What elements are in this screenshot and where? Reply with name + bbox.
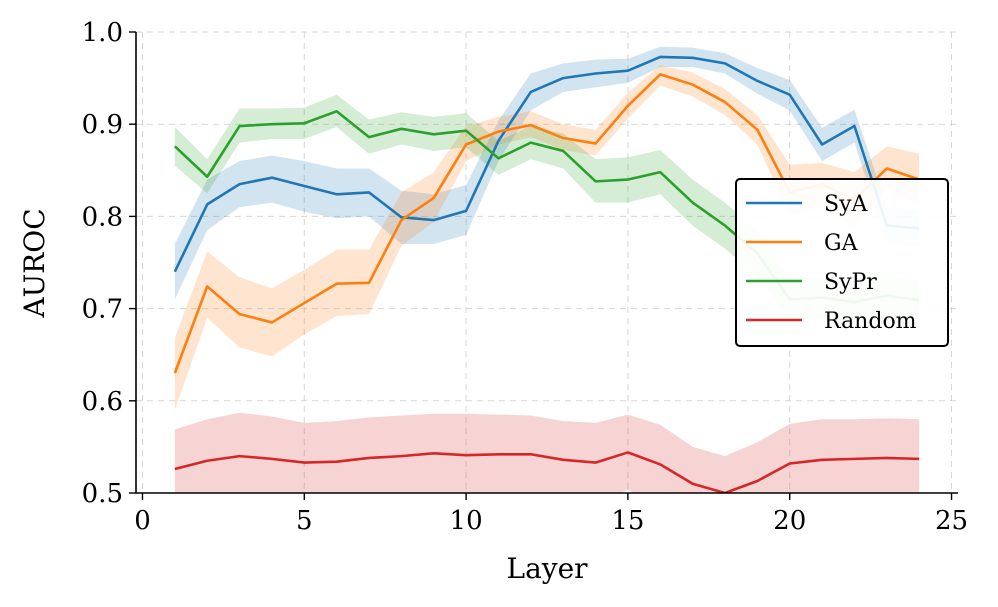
band-ga	[174, 65, 920, 411]
y-tick-label: 0.7	[82, 295, 123, 325]
x-tick-label: 10	[450, 506, 483, 536]
legend-label-sya: SyA	[824, 192, 869, 217]
band-random	[174, 412, 920, 493]
axes	[135, 32, 958, 494]
y-axis-label: AUROC	[18, 208, 51, 318]
y-tick-label: 0.8	[82, 202, 123, 232]
x-tick-label: 20	[773, 506, 806, 536]
x-tick-label: 15	[611, 506, 644, 536]
x-axis-label: Layer	[506, 552, 588, 585]
legend-box	[735, 178, 949, 347]
band-sya	[174, 46, 920, 300]
tick-labels: 0 5 10 15 20 25 0.5 0.6 0.7 0.8 0.9 1.0	[82, 18, 968, 536]
y-tick-label: 1.0	[82, 18, 123, 48]
legend-label-random: Random	[824, 309, 917, 334]
legend: SyA GA SyPr Random	[735, 178, 949, 347]
x-tick-label: 0	[134, 506, 151, 536]
y-tick-label: 0.6	[82, 387, 123, 417]
x-tick-label: 5	[296, 506, 313, 536]
x-tick-label: 25	[935, 506, 968, 536]
y-tick-label: 0.9	[82, 110, 123, 140]
line-random	[174, 451, 920, 493]
legend-label-ga: GA	[824, 231, 859, 256]
legend-label-sypr: SyPr	[824, 270, 877, 295]
line-sya	[173, 55, 920, 273]
y-tick-label: 0.5	[82, 479, 123, 509]
